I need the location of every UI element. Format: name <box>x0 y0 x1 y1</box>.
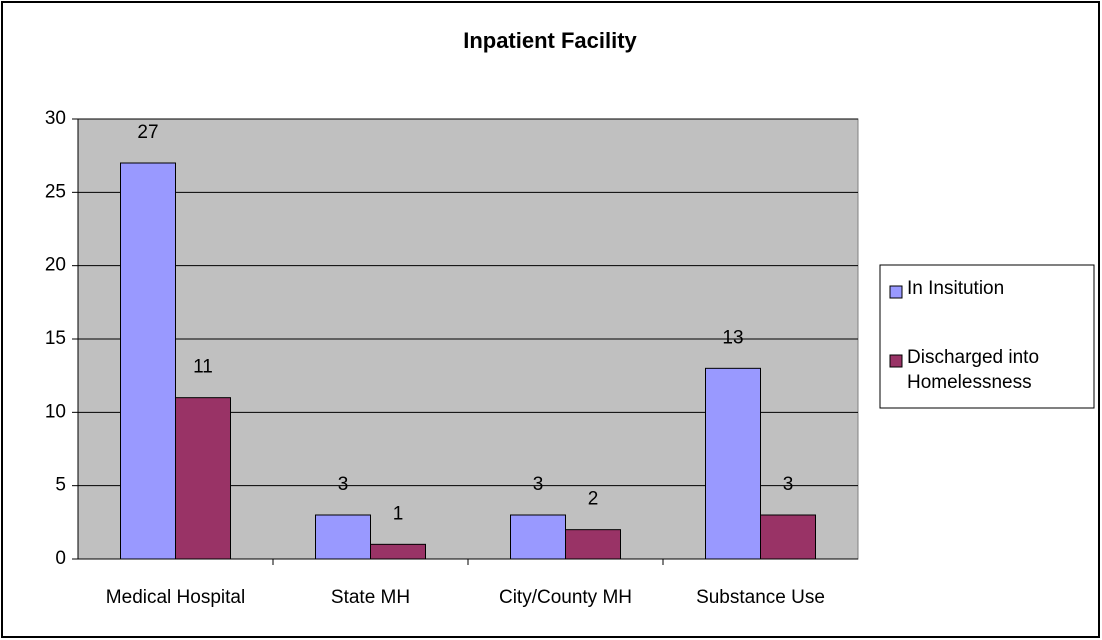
bar <box>370 543 426 560</box>
data-label: 1 <box>393 503 404 524</box>
legend-swatch <box>889 285 903 299</box>
chart-title: Inpatient Facility <box>463 28 637 53</box>
data-label: 2 <box>588 489 599 510</box>
bar <box>565 529 621 560</box>
data-label: 13 <box>722 327 743 348</box>
data-label: 3 <box>338 474 349 495</box>
legend-swatch <box>889 354 903 368</box>
legend-label: In Insitution <box>907 278 1005 299</box>
y-tick-label: 25 <box>45 181 66 202</box>
bar <box>510 514 566 560</box>
data-label: 3 <box>533 474 544 495</box>
bar <box>120 162 176 560</box>
x-tick-label: City/County MH <box>499 587 632 608</box>
data-label: 11 <box>193 357 213 378</box>
legend-entry: In Insitution <box>907 278 1005 299</box>
bar <box>315 514 371 560</box>
data-label: 3 <box>783 474 794 495</box>
y-tick-label: 20 <box>45 255 66 276</box>
y-tick-label: 10 <box>45 401 66 422</box>
x-tick-label: Medical Hospital <box>106 587 245 608</box>
y-tick-label: 30 <box>45 108 66 129</box>
legend-box <box>879 264 1095 409</box>
x-tick-label: Substance Use <box>696 587 825 608</box>
bar <box>760 514 816 560</box>
y-tick-label: 15 <box>45 328 66 349</box>
legend-label: Discharged into Homelessness <box>907 347 1040 393</box>
y-tick-label: 0 <box>55 548 66 569</box>
y-tick-label: 5 <box>55 475 66 496</box>
x-tick-label: State MH <box>331 587 410 608</box>
bar <box>705 367 761 560</box>
bar <box>175 397 231 560</box>
legend-entry: Discharged into Homelessness <box>907 347 1040 393</box>
data-label: 27 <box>137 122 158 143</box>
